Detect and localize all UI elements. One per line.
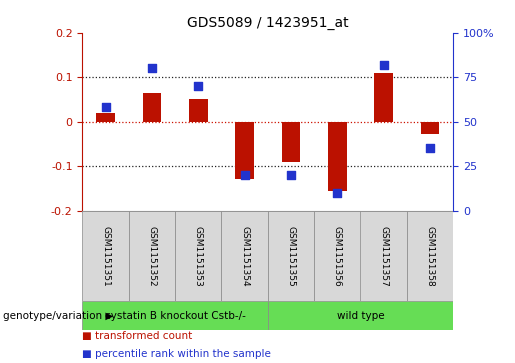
Text: GSM1151352: GSM1151352 bbox=[147, 225, 157, 286]
Point bbox=[426, 145, 434, 151]
Bar bbox=[407, 211, 453, 301]
Bar bbox=[175, 211, 221, 301]
Text: GSM1151357: GSM1151357 bbox=[379, 225, 388, 286]
Bar bbox=[82, 301, 268, 330]
Point bbox=[380, 62, 388, 68]
Bar bbox=[129, 211, 175, 301]
Text: GSM1151354: GSM1151354 bbox=[240, 225, 249, 286]
Text: ■ transformed count: ■ transformed count bbox=[82, 331, 193, 341]
Point bbox=[287, 172, 295, 178]
Text: GSM1151358: GSM1151358 bbox=[425, 225, 435, 286]
Bar bbox=[82, 211, 129, 301]
Bar bbox=[282, 122, 300, 162]
Bar bbox=[360, 211, 407, 301]
Bar bbox=[235, 122, 254, 179]
Text: genotype/variation ▶: genotype/variation ▶ bbox=[3, 311, 113, 321]
Text: GSM1151356: GSM1151356 bbox=[333, 225, 342, 286]
Point bbox=[101, 105, 110, 110]
Text: GSM1151353: GSM1151353 bbox=[194, 225, 203, 286]
Text: GSM1151351: GSM1151351 bbox=[101, 225, 110, 286]
Bar bbox=[268, 301, 453, 330]
Bar bbox=[189, 99, 208, 122]
Bar bbox=[328, 122, 347, 191]
Text: wild type: wild type bbox=[337, 311, 384, 321]
Point bbox=[333, 190, 341, 196]
Text: cystatin B knockout Cstb-/-: cystatin B knockout Cstb-/- bbox=[105, 311, 246, 321]
Bar bbox=[268, 211, 314, 301]
Point bbox=[148, 65, 156, 71]
Text: ■ percentile rank within the sample: ■ percentile rank within the sample bbox=[82, 349, 271, 359]
Bar bbox=[221, 211, 268, 301]
Text: GSM1151355: GSM1151355 bbox=[286, 225, 296, 286]
Bar bbox=[421, 122, 439, 134]
Bar bbox=[96, 113, 115, 122]
Point bbox=[241, 172, 249, 178]
Bar bbox=[143, 93, 161, 122]
Point bbox=[194, 83, 202, 89]
Title: GDS5089 / 1423951_at: GDS5089 / 1423951_at bbox=[187, 16, 349, 30]
Bar bbox=[374, 73, 393, 122]
Bar bbox=[314, 211, 360, 301]
